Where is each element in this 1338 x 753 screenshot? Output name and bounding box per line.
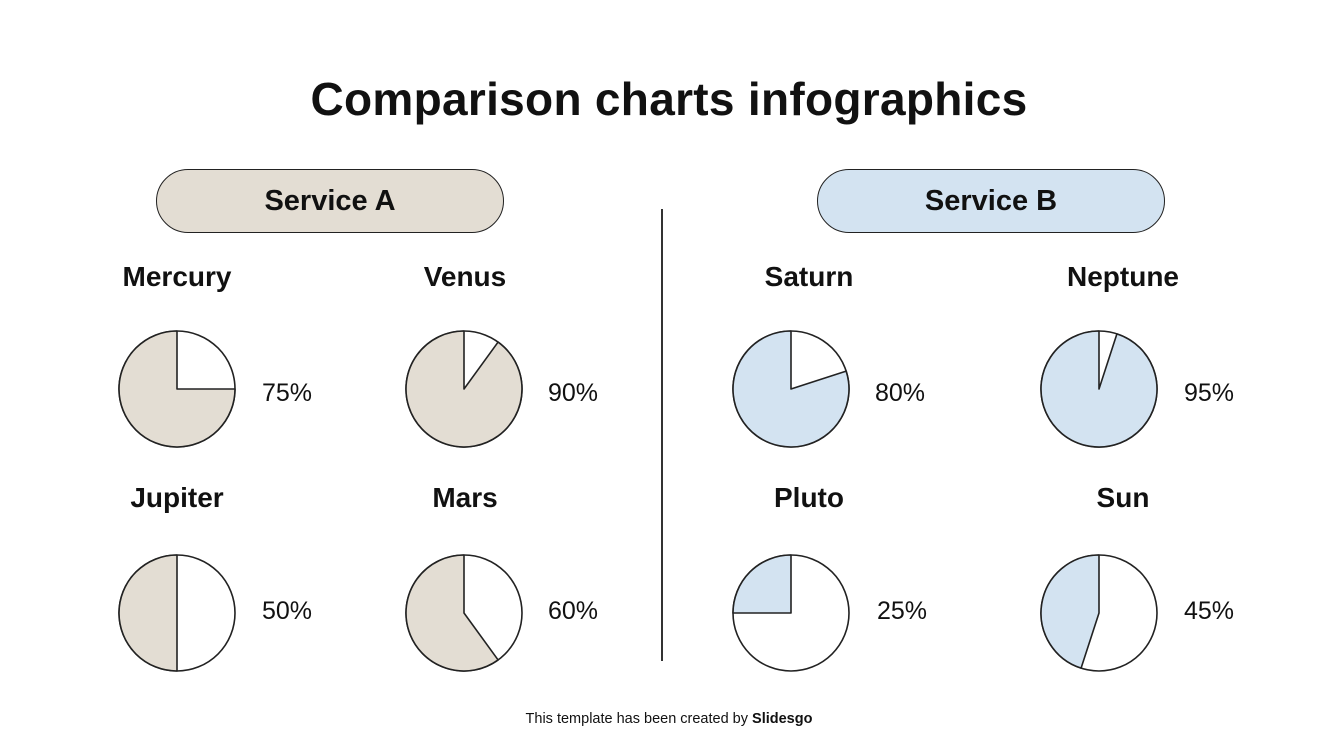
pie-chart-sun bbox=[1040, 554, 1158, 672]
chart-title-jupiter: Jupiter bbox=[130, 482, 224, 513]
pie-chart-neptune bbox=[1040, 330, 1158, 448]
pie-chart-venus bbox=[405, 330, 523, 448]
footer-brand: Slidesgo bbox=[752, 711, 813, 727]
value-saturn: 80% bbox=[875, 379, 926, 407]
value-jupiter: 50% bbox=[262, 597, 313, 625]
pie-chart-jupiter bbox=[118, 554, 236, 672]
value-venus: 90% bbox=[548, 379, 599, 407]
value-sun: 45% bbox=[1184, 597, 1235, 625]
value-neptune: 95% bbox=[1184, 379, 1235, 407]
chart-title-pluto: Pluto bbox=[774, 482, 844, 513]
chart-title-mars: Mars bbox=[432, 482, 498, 513]
pie-chart-saturn bbox=[732, 330, 850, 448]
footer-credit: This template has been created by Slides… bbox=[0, 711, 1338, 727]
pie-chart-pluto bbox=[732, 554, 850, 672]
chart-title-sun: Sun bbox=[1096, 482, 1150, 513]
chart-title-saturn: Saturn bbox=[764, 261, 854, 292]
chart-title-mercury: Mercury bbox=[122, 261, 232, 292]
footer-prefix: This template has been created by bbox=[525, 711, 753, 727]
chart-title-venus: Venus bbox=[423, 261, 507, 292]
service-b-header: Service B bbox=[817, 169, 1165, 233]
chart-title-neptune: Neptune bbox=[1067, 261, 1179, 292]
value-mercury: 75% bbox=[262, 379, 313, 407]
pie-chart-mercury bbox=[118, 330, 236, 448]
service-a-header: Service A bbox=[156, 169, 504, 233]
value-pluto: 25% bbox=[877, 597, 928, 625]
divider bbox=[661, 209, 663, 661]
page-title: Comparison charts infographics bbox=[310, 73, 1028, 125]
pie-chart-mars bbox=[405, 554, 523, 672]
value-mars: 60% bbox=[548, 597, 599, 625]
